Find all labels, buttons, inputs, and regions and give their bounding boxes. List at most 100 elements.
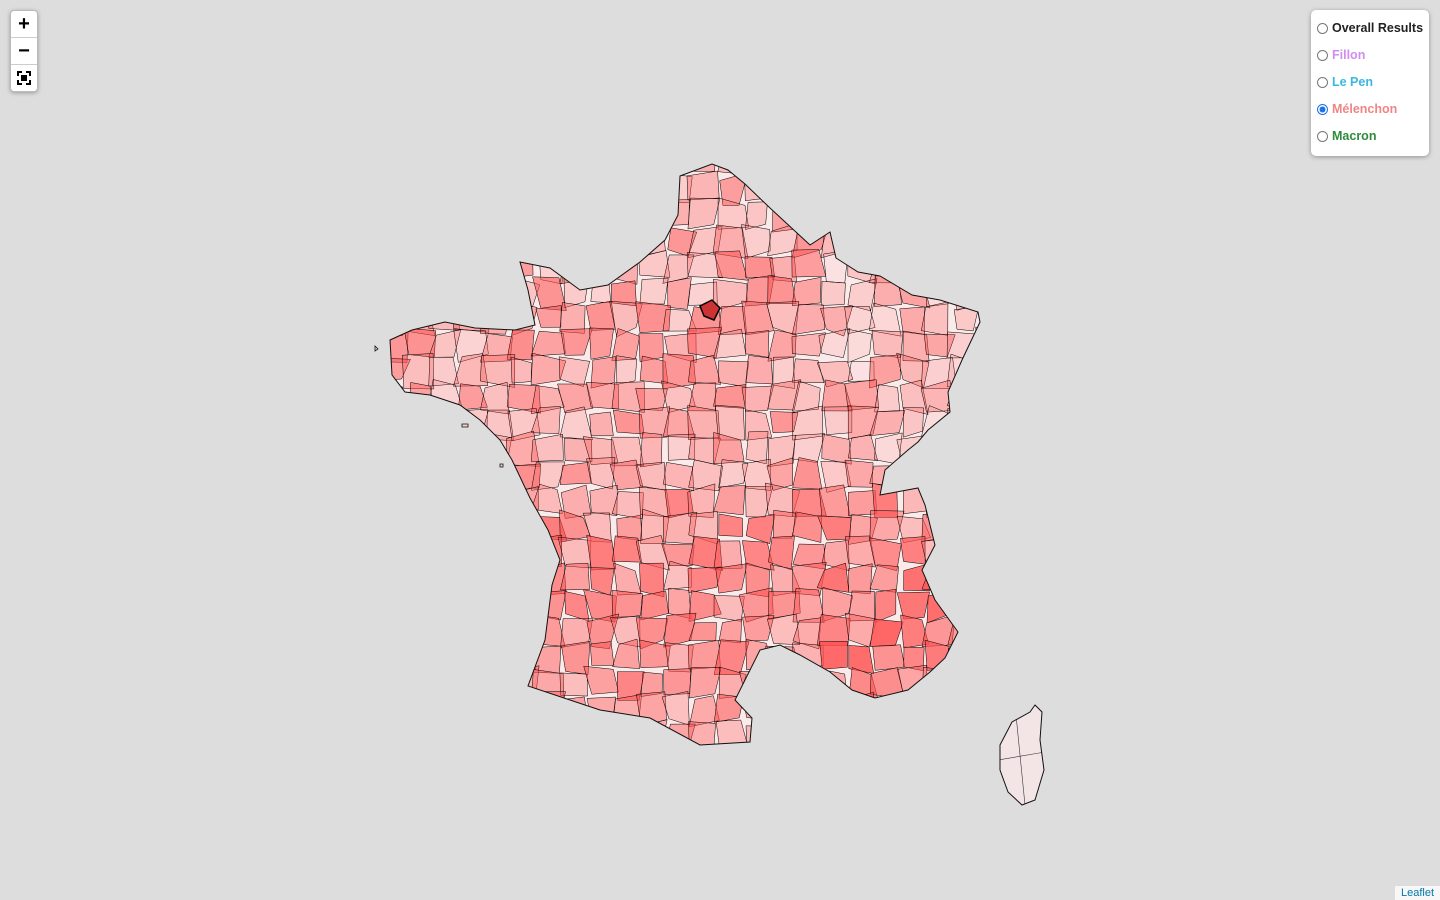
department-region[interactable] xyxy=(767,275,797,304)
department-region[interactable] xyxy=(819,641,848,670)
department-region[interactable] xyxy=(792,358,825,384)
radio-icon[interactable] xyxy=(1317,49,1328,61)
department-region[interactable] xyxy=(874,384,901,413)
department-region[interactable] xyxy=(869,354,901,389)
department-region[interactable] xyxy=(745,431,769,465)
department-region[interactable] xyxy=(714,250,748,281)
department-region[interactable] xyxy=(921,667,952,699)
department-region[interactable] xyxy=(791,304,826,336)
department-region[interactable] xyxy=(635,301,671,334)
department-region[interactable] xyxy=(687,197,721,230)
department-region[interactable] xyxy=(429,695,464,722)
department-region[interactable] xyxy=(845,692,874,728)
department-region[interactable] xyxy=(559,149,592,179)
department-region[interactable] xyxy=(376,303,407,337)
department-region[interactable] xyxy=(768,535,795,571)
department-region[interactable] xyxy=(402,665,431,699)
department-region[interactable] xyxy=(590,356,617,389)
department-region[interactable] xyxy=(920,252,954,284)
department-region[interactable] xyxy=(844,306,876,335)
department-region[interactable] xyxy=(511,509,539,542)
department-region[interactable] xyxy=(664,489,694,519)
department-region[interactable] xyxy=(715,404,745,441)
department-region[interactable] xyxy=(820,226,852,259)
department-region[interactable] xyxy=(947,615,978,646)
department-region[interactable] xyxy=(976,147,1007,178)
department-region[interactable] xyxy=(977,280,1004,307)
department-region[interactable] xyxy=(922,721,955,752)
department-region[interactable] xyxy=(376,357,411,381)
department-region[interactable] xyxy=(947,561,982,588)
department-region[interactable] xyxy=(557,383,594,414)
department-region[interactable] xyxy=(559,462,592,485)
department-region[interactable] xyxy=(611,436,644,467)
department-region[interactable] xyxy=(478,722,508,750)
department-region[interactable] xyxy=(980,256,1004,283)
department-region[interactable] xyxy=(688,354,722,385)
department-region[interactable] xyxy=(718,360,750,388)
department-region[interactable] xyxy=(925,223,957,251)
department-region[interactable] xyxy=(507,642,536,670)
department-region[interactable] xyxy=(745,409,773,441)
department-region[interactable] xyxy=(869,564,899,593)
department-region[interactable] xyxy=(973,670,1006,697)
department-region[interactable] xyxy=(428,564,462,598)
department-region[interactable] xyxy=(377,616,407,650)
department-region[interactable] xyxy=(586,534,617,571)
department-region[interactable] xyxy=(974,515,1007,542)
department-region[interactable] xyxy=(741,300,775,336)
radio-icon[interactable] xyxy=(1317,103,1328,115)
department-region[interactable] xyxy=(408,229,437,252)
department-region[interactable] xyxy=(428,433,463,464)
department-region[interactable] xyxy=(616,515,643,541)
department-region[interactable] xyxy=(458,383,488,411)
department-region[interactable] xyxy=(377,696,411,726)
department-region[interactable] xyxy=(428,357,459,387)
department-region[interactable] xyxy=(480,464,515,487)
department-region[interactable] xyxy=(744,330,770,358)
radio-icon[interactable] xyxy=(1317,22,1328,34)
department-region[interactable] xyxy=(506,173,541,207)
department-region[interactable] xyxy=(870,717,904,752)
department-region[interactable] xyxy=(585,227,615,255)
department-region[interactable] xyxy=(687,153,716,172)
department-region[interactable] xyxy=(560,328,593,356)
department-region[interactable] xyxy=(976,225,1007,260)
department-region[interactable] xyxy=(429,669,463,694)
department-region[interactable] xyxy=(611,491,644,520)
department-region[interactable] xyxy=(376,172,411,203)
department-region[interactable] xyxy=(821,433,852,465)
department-region[interactable] xyxy=(687,639,721,670)
department-region[interactable] xyxy=(453,464,487,493)
department-region[interactable] xyxy=(898,746,924,777)
department-region[interactable] xyxy=(561,641,591,675)
department-region[interactable] xyxy=(791,332,827,357)
fullscreen-button[interactable] xyxy=(11,65,37,91)
department-region[interactable] xyxy=(820,305,854,337)
department-region[interactable] xyxy=(923,170,952,202)
department-region[interactable] xyxy=(531,461,566,491)
department-region[interactable] xyxy=(510,203,539,233)
department-region[interactable] xyxy=(638,176,670,199)
department-region[interactable] xyxy=(896,591,930,620)
department-region[interactable] xyxy=(535,232,565,258)
department-region[interactable] xyxy=(843,150,879,181)
department-region[interactable] xyxy=(377,487,405,516)
department-region[interactable] xyxy=(616,355,638,385)
department-region[interactable] xyxy=(452,252,484,282)
department-region[interactable] xyxy=(407,587,430,614)
department-region[interactable] xyxy=(899,223,928,256)
department-region[interactable] xyxy=(479,224,514,258)
department-region[interactable] xyxy=(589,251,617,284)
department-region[interactable] xyxy=(481,748,512,776)
department-region[interactable] xyxy=(404,562,432,593)
department-region[interactable] xyxy=(612,409,645,435)
department-region[interactable] xyxy=(511,150,536,179)
department-region[interactable] xyxy=(507,537,538,571)
department-region[interactable] xyxy=(560,171,589,206)
department-region[interactable] xyxy=(377,671,409,699)
department-region[interactable] xyxy=(530,433,564,462)
department-region[interactable] xyxy=(377,641,406,673)
department-region[interactable] xyxy=(975,326,1007,356)
department-region[interactable] xyxy=(506,228,536,255)
